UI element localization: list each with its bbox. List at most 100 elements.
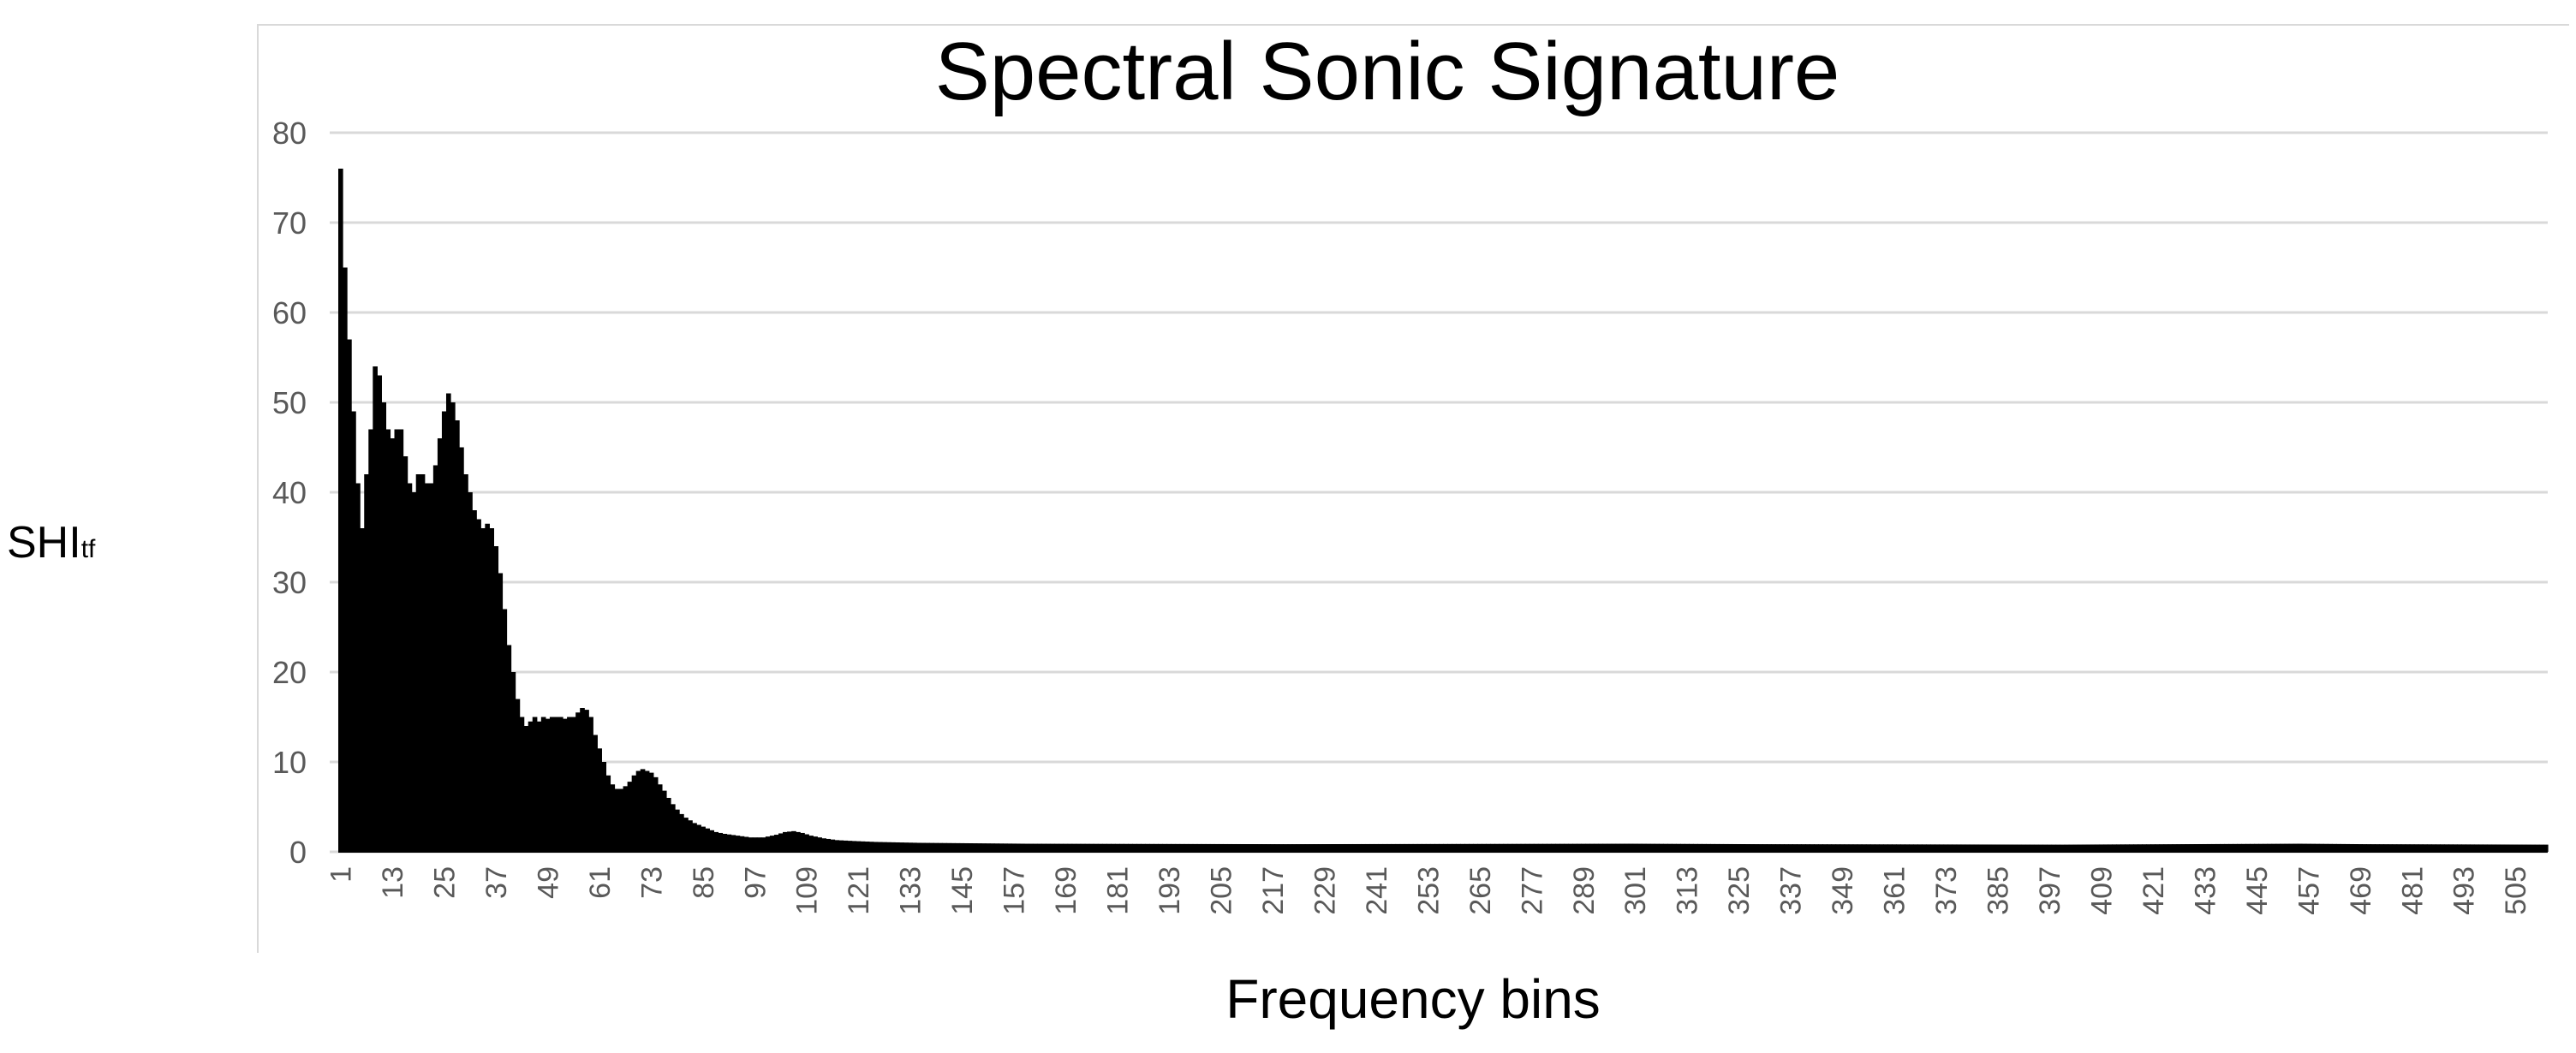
bar: [2508, 844, 2514, 852]
bar: [993, 843, 999, 852]
bar: [1007, 843, 1012, 852]
bar: [1283, 844, 1289, 852]
x-axis-title: Frequency bins: [1225, 968, 1601, 1030]
bar: [1749, 844, 1755, 852]
bar: [338, 169, 343, 852]
bar: [2129, 844, 2134, 852]
bar: [851, 841, 857, 852]
bar: [989, 843, 995, 852]
bar: [2366, 844, 2371, 852]
bar: [765, 836, 771, 852]
bar: [1261, 844, 1267, 852]
bar: [1016, 843, 1021, 852]
bar: [2543, 844, 2549, 852]
bar: [2448, 844, 2454, 852]
bar: [1780, 844, 1785, 852]
bar: [1326, 844, 1332, 852]
x-tick-label: 121: [843, 866, 875, 915]
x-tick-label: 205: [1205, 866, 1237, 915]
bar: [2336, 843, 2341, 852]
y-tick-label: 0: [289, 835, 307, 870]
bar: [1201, 843, 1207, 852]
bar: [1386, 843, 1392, 852]
bar: [817, 837, 822, 852]
bar: [390, 438, 396, 852]
bar: [972, 843, 978, 852]
bar: [571, 717, 576, 852]
bar: [2422, 844, 2428, 852]
bar: [2440, 844, 2445, 852]
bar: [942, 842, 948, 852]
bar: [1132, 843, 1137, 852]
bar: [1848, 844, 1854, 852]
bar: [2017, 844, 2022, 852]
bar: [2197, 843, 2203, 852]
bar: [597, 748, 602, 852]
bar: [1757, 844, 1763, 852]
bar: [1321, 844, 1327, 852]
bar: [2025, 844, 2030, 852]
bar: [1753, 844, 1759, 852]
bar: [445, 393, 451, 852]
bar: [1922, 844, 1927, 852]
bar: [2453, 844, 2458, 852]
bar: [1602, 843, 1608, 852]
bar: [2314, 843, 2320, 852]
bar: [1965, 844, 1971, 852]
bar: [1977, 844, 1983, 852]
bar: [1171, 843, 1177, 852]
bar: [610, 784, 616, 852]
bar: [1654, 843, 1660, 852]
bar: [1477, 843, 1482, 852]
bar: [2349, 843, 2354, 852]
bar: [1024, 843, 1029, 852]
bar: [1438, 843, 1444, 852]
bar: [1732, 843, 1738, 852]
bar: [2210, 843, 2216, 852]
bar: [648, 772, 654, 852]
bar: [2202, 843, 2208, 852]
bar: [2444, 844, 2449, 852]
bar: [1041, 843, 1047, 852]
bar: [1088, 843, 1094, 852]
bar: [1339, 843, 1345, 852]
bar: [468, 492, 473, 852]
bar: [455, 420, 460, 852]
bar: [981, 843, 987, 852]
bar: [2284, 843, 2290, 852]
bar: [1395, 843, 1401, 852]
bar: [489, 528, 495, 852]
bar: [2008, 844, 2013, 852]
bar: [2108, 844, 2113, 852]
bar: [1775, 844, 1780, 852]
x-tick-label: 229: [1309, 866, 1341, 915]
bar: [1706, 843, 1712, 852]
x-tick-label: 157: [999, 866, 1031, 915]
bar: [903, 842, 909, 852]
bar: [769, 836, 775, 852]
bar: [1456, 843, 1461, 852]
bar: [2150, 844, 2156, 852]
bar: [2332, 843, 2337, 852]
bar: [472, 510, 477, 852]
bar: [2293, 843, 2299, 852]
bar: [1736, 843, 1742, 852]
bar: [2500, 844, 2506, 852]
bar: [1029, 843, 1034, 852]
bar: [773, 835, 779, 852]
bar: [1559, 843, 1565, 852]
bar: [2483, 844, 2489, 852]
bar: [1425, 843, 1431, 852]
bar: [1162, 843, 1168, 852]
bar: [1408, 843, 1414, 852]
bar: [2077, 844, 2083, 852]
bar: [1124, 843, 1129, 852]
bar: [1969, 844, 1975, 852]
bar: [1011, 843, 1017, 852]
bar: [2254, 843, 2259, 852]
bar: [1369, 843, 1374, 852]
x-tick-label: 277: [1516, 866, 1548, 915]
bar: [536, 721, 542, 852]
bar: [1564, 843, 1569, 852]
bar: [1494, 843, 1500, 852]
